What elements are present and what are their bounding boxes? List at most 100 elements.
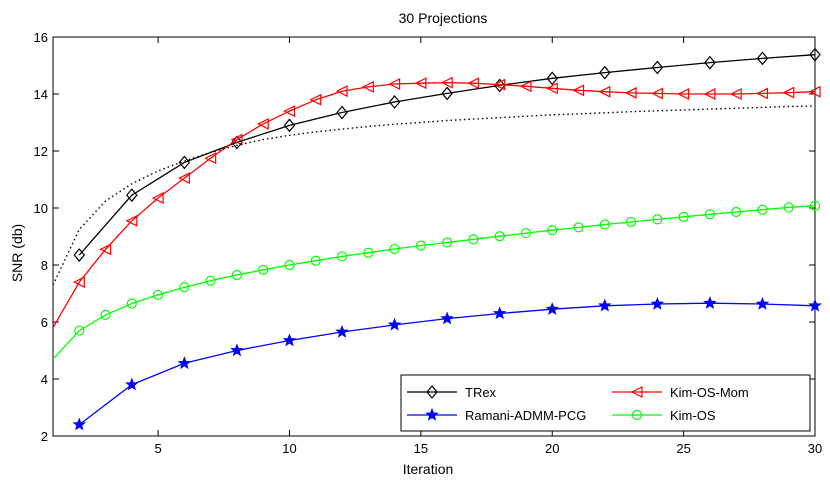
y-tick-label: 8	[41, 258, 48, 273]
y-tick-label: 14	[34, 87, 48, 102]
data-point	[598, 85, 611, 98]
series-line-3	[52, 205, 816, 360]
data-point	[441, 86, 453, 101]
data-point	[282, 333, 297, 347]
y-tick-label: 16	[34, 30, 48, 45]
y-tick-label: 10	[34, 201, 48, 216]
data-point	[809, 47, 821, 62]
data-point	[599, 219, 610, 230]
data-point	[492, 306, 507, 320]
data-point	[178, 172, 190, 185]
legend-label: TRex	[465, 385, 497, 400]
data-point	[442, 237, 453, 248]
data-point	[126, 188, 138, 203]
data-point	[151, 192, 164, 204]
data-point	[650, 296, 665, 310]
plot-area: 5 10 15 20 25 30 2 4 6 8 10 12 14 16	[34, 30, 823, 456]
data-point	[782, 86, 795, 99]
data-point	[651, 60, 664, 75]
legend-marker	[630, 386, 643, 398]
data-point	[651, 87, 663, 100]
data-point	[335, 85, 348, 98]
data-point	[361, 80, 374, 93]
data-point	[729, 88, 742, 100]
data-point	[703, 88, 716, 100]
data-point	[177, 356, 192, 370]
data-point	[520, 227, 532, 239]
data-point	[652, 214, 663, 225]
data-point	[125, 214, 138, 227]
legend: TRex Kim-OS-Mom Ramani-ADMM-PCG Kim-OS	[400, 374, 811, 432]
x-tick-label: 25	[676, 441, 690, 456]
data-point	[494, 231, 505, 242]
data-point	[309, 93, 322, 106]
y-tick-label: 2	[41, 429, 48, 444]
legend-label: Kim-OS-Mom	[670, 385, 749, 400]
chart-title: 30 Projections	[399, 10, 488, 26]
data-point	[204, 152, 217, 165]
data-point	[126, 298, 137, 309]
data-point	[310, 255, 321, 266]
series-line-4	[52, 105, 816, 286]
data-point	[808, 85, 821, 98]
data-point	[335, 324, 349, 338]
data-point	[545, 82, 558, 95]
y-tick-label: 6	[41, 315, 48, 330]
data-point	[414, 77, 427, 90]
legend-label: Ramani-ADMM-PCG	[465, 408, 586, 423]
data-point	[808, 298, 822, 312]
data-point	[573, 222, 584, 233]
data-point	[545, 302, 559, 315]
data-point	[624, 86, 637, 99]
data-point	[100, 309, 111, 320]
data-point	[756, 87, 769, 100]
series-line-1	[52, 81, 816, 329]
data-point	[231, 269, 243, 281]
data-point	[783, 202, 794, 213]
data-point	[336, 105, 348, 120]
legend-marker	[425, 407, 439, 421]
x-tick-label: 5	[154, 441, 161, 456]
data-point	[467, 77, 480, 90]
data-point	[756, 51, 769, 66]
data-point	[519, 80, 532, 93]
data-point	[440, 76, 453, 89]
data-point	[387, 317, 402, 331]
data-point	[74, 325, 85, 336]
data-point	[703, 296, 717, 309]
legend-marker	[631, 409, 643, 421]
data-point	[284, 259, 295, 271]
data-point	[72, 276, 85, 289]
legend-label: Kim-OS	[670, 408, 716, 423]
data-point	[388, 78, 401, 90]
data-point	[230, 133, 243, 146]
data-point	[258, 264, 269, 275]
data-point	[757, 204, 768, 215]
data-point	[283, 105, 296, 118]
data-point	[599, 65, 611, 80]
data-point	[755, 296, 770, 310]
axes-box	[52, 36, 816, 437]
data-point	[153, 289, 164, 301]
data-point	[704, 55, 716, 70]
data-point	[125, 377, 139, 391]
data-point	[72, 417, 87, 431]
data-point	[179, 282, 190, 293]
data-point	[468, 234, 479, 245]
data-point	[99, 243, 112, 256]
data-point	[256, 117, 269, 130]
data-point	[363, 247, 374, 258]
data-point	[389, 243, 400, 255]
x-tick-label: 15	[414, 441, 428, 456]
data-point	[547, 225, 558, 236]
data-point	[283, 118, 296, 133]
data-point	[625, 216, 637, 228]
data-point	[598, 298, 612, 312]
data-point	[572, 84, 585, 97]
data-point	[677, 88, 690, 100]
data-point	[178, 155, 191, 170]
x-tick-label: 30	[808, 441, 822, 456]
x-tick-label: 20	[545, 441, 559, 456]
data-point	[731, 206, 742, 218]
